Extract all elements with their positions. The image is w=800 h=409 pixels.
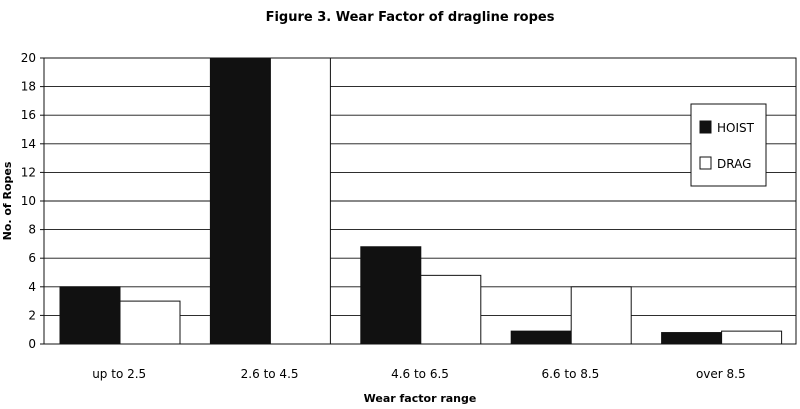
bar-drag-3 — [570, 286, 632, 345]
legend-box — [690, 103, 767, 187]
y-tick-label: 0 — [28, 337, 36, 351]
bar-hoist-0 — [59, 286, 121, 345]
y-tick-label: 10 — [21, 194, 36, 208]
legend-label-drag: DRAG — [717, 157, 751, 171]
y-tick-label: 18 — [21, 80, 36, 94]
chart-title: Figure 3. Wear Factor of dragline ropes — [266, 10, 555, 25]
y-tick-label: 4 — [28, 280, 36, 294]
y-tick-label: 12 — [21, 165, 36, 179]
y-tick-label: 20 — [21, 51, 36, 65]
bar-drag-1 — [269, 57, 331, 345]
x-category-label: over 8.5 — [696, 367, 746, 381]
x-axis-categories: up to 2.5 2.6 to 4.5 4.6 to 6.5 6.6 to 8.5 o… — [92, 367, 745, 381]
x-category-label: 2.6 to 4.5 — [241, 367, 299, 381]
legend-label-hoist: HOIST — [717, 121, 755, 135]
y-tick-label: 8 — [28, 223, 36, 237]
legend: HOIST DRAG — [690, 103, 767, 187]
bar-hoist-1 — [209, 57, 271, 345]
bar-drag-0 — [119, 300, 181, 345]
x-category-label: 6.6 to 8.5 — [541, 367, 599, 381]
bar-hoist-2 — [360, 246, 422, 345]
x-category-label: up to 2.5 — [92, 367, 146, 381]
y-axis-ticks: 0 2 4 6 8 10 12 14 16 18 20 — [21, 51, 44, 351]
legend-swatch-hoist — [699, 120, 712, 134]
bar-drag-4 — [721, 330, 783, 345]
bar-hoist-4 — [661, 332, 723, 345]
bar-drag-2 — [420, 274, 482, 345]
y-tick-label: 2 — [28, 308, 36, 322]
x-category-label: 4.6 to 6.5 — [391, 367, 449, 381]
plot-frame — [43, 57, 797, 345]
x-axis-label: Wear factor range — [364, 392, 477, 405]
bar-hoist-3 — [510, 330, 572, 345]
y-tick-label: 6 — [28, 251, 36, 265]
y-axis-label: No. of Ropes — [1, 161, 14, 240]
y-tick-label: 14 — [21, 137, 36, 151]
legend-swatch-drag — [699, 156, 712, 170]
y-tick-label: 16 — [21, 108, 36, 122]
